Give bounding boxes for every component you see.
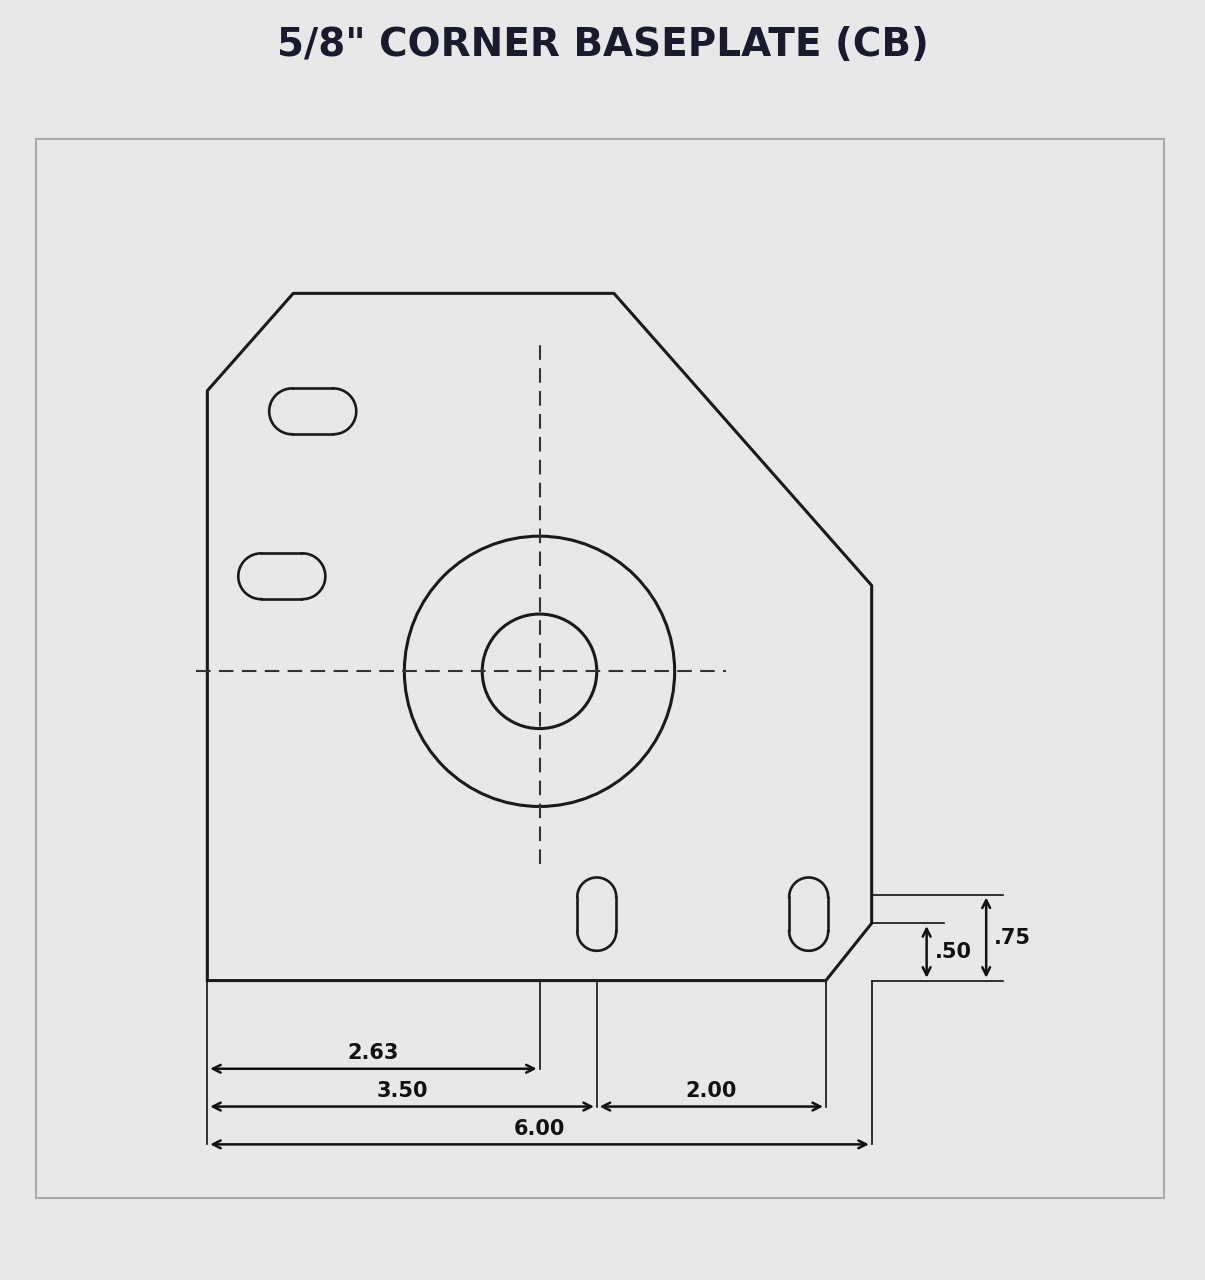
Text: 5/8" CORNER BASEPLATE (CB): 5/8" CORNER BASEPLATE (CB)	[277, 26, 928, 64]
Text: 3.50: 3.50	[376, 1080, 428, 1101]
Text: .50: .50	[935, 942, 971, 963]
Text: 2.63: 2.63	[348, 1043, 399, 1062]
Text: .75: .75	[994, 928, 1031, 947]
Text: 2.00: 2.00	[686, 1080, 737, 1101]
Text: 6.00: 6.00	[513, 1119, 565, 1139]
